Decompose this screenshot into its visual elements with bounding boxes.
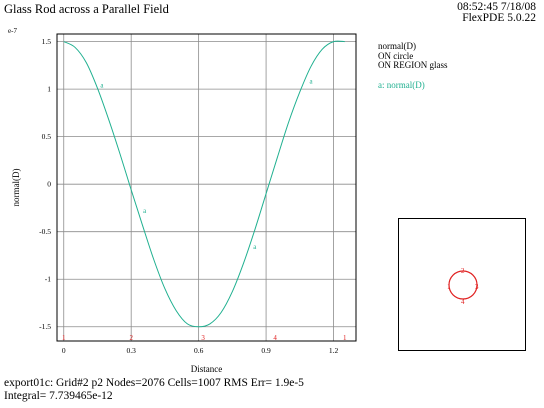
series-line-a [63, 40, 345, 328]
legend-series-entry: a: normal(D) [378, 79, 425, 90]
inset-node-3: 3 [475, 283, 479, 291]
y-tick-label: 1 [47, 85, 51, 94]
timestamp: 08:52:45 7/18/08 [457, 1, 536, 13]
legend-line-boundary: ON circle [378, 50, 414, 61]
circle-path [448, 270, 478, 300]
footer-grid-stats: export01c: Grid#2 p2 Nodes=2076 Cells=10… [4, 377, 304, 389]
x-tick-label: 0 [62, 346, 66, 355]
node-marker: 4 [273, 334, 277, 342]
series-marker: a [100, 81, 104, 89]
y-tick-label: -1 [45, 275, 51, 284]
grid [57, 34, 356, 341]
version-label: FlexPDE 5.0.22 [462, 12, 536, 24]
node-marker: 3 [201, 334, 205, 342]
y-tick-label: -1.5 [39, 322, 51, 331]
axis-ticks: 0 0.3 0.6 0.9 1.2 1.5 1 0.5 0 -0.5 -1 -1.5 [39, 37, 338, 355]
x-axis-label: Distance [191, 364, 223, 374]
x-tick-label: 0.9 [261, 346, 271, 355]
plot-frame [56, 33, 357, 342]
legend-line-region: ON REGION glass [378, 60, 448, 70]
y-axis-label: normal(D) [11, 169, 21, 207]
legend-line-variable: normal(D) [378, 41, 416, 51]
node-marker: 2 [129, 334, 133, 342]
y-tick-label: -0.5 [39, 227, 51, 236]
y-tick-label: 0 [47, 180, 51, 189]
inset-node-1: 1 [447, 283, 451, 291]
series-marker: a [143, 207, 147, 215]
y-tick-label: 0.5 [42, 132, 52, 141]
series-layer: a a a a 1 2 3 4 1 [62, 40, 347, 342]
chart-title: Glass Rod across a Parallel Field [4, 2, 169, 16]
y-scale-label: e-7 [8, 27, 17, 35]
footer-stats: export01c: Grid#2 p2 Nodes=2076 Cells=10… [4, 377, 304, 402]
circle-path-diagram: 1 2 3 4 [447, 267, 479, 306]
legend: normal(D) ON circle ON REGION glass a: n… [378, 41, 448, 90]
y-tick-label: 1.5 [42, 37, 52, 46]
inset-node-4: 4 [461, 298, 465, 306]
node-marker: 1 [343, 334, 347, 342]
node-marker: 1 [62, 334, 66, 342]
inset-node-2: 2 [461, 267, 465, 275]
x-tick-label: 1.2 [329, 346, 339, 355]
domain-inset: 1 2 3 4 [398, 218, 526, 351]
x-tick-label: 0.6 [194, 346, 204, 355]
series-marker: a [253, 243, 257, 251]
x-tick-label: 0.3 [127, 346, 137, 355]
series-marker: a [309, 78, 313, 86]
timestamp-block: 08:52:45 7/18/08 FlexPDE 5.0.22 [457, 1, 536, 24]
footer-integral: Integral= 7.739465e-12 [4, 389, 113, 402]
